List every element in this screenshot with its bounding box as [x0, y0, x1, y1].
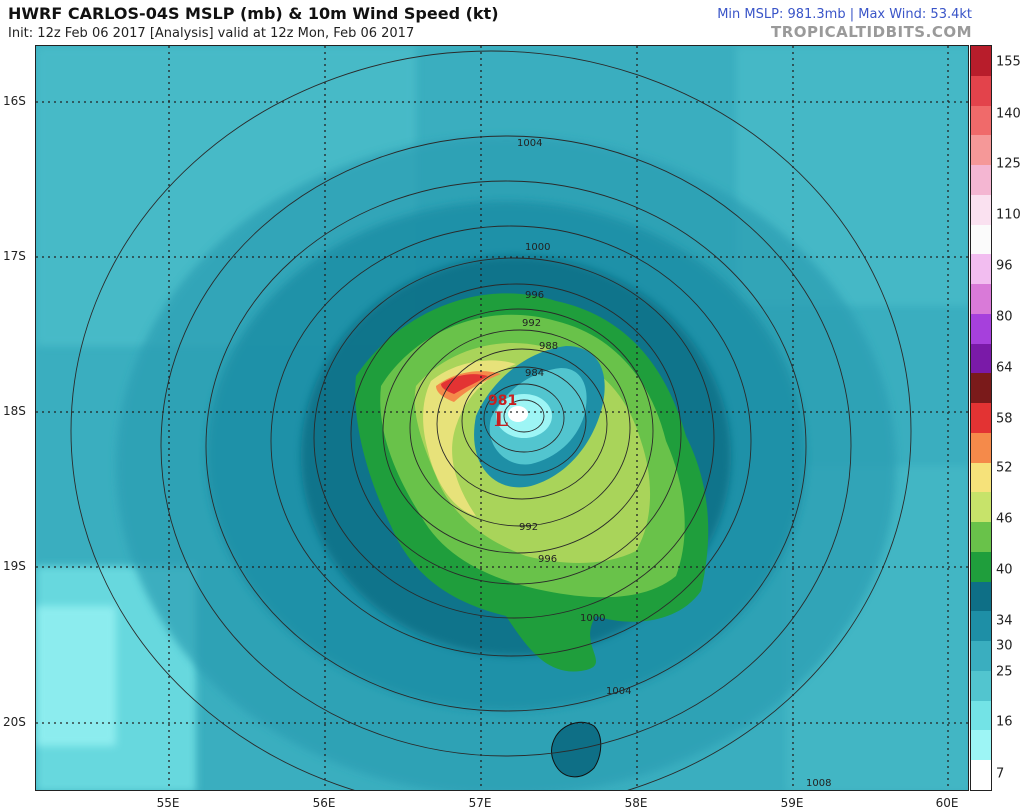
- init-valid-subtitle: Init: 12z Feb 06 2017 [Analysis] valid a…: [8, 26, 415, 41]
- wind-speed-scale-icon: [970, 45, 992, 791]
- lon-label: 56E: [312, 796, 336, 810]
- lon-label: 57E: [468, 796, 492, 810]
- colorbar-label: 30: [996, 638, 1013, 654]
- colorbar-label: 16: [996, 714, 1013, 730]
- colorbar-label: 110: [996, 207, 1021, 223]
- lat-label: 18S: [3, 404, 26, 418]
- lon-label: 55E: [156, 796, 180, 810]
- colorbar-label: 46: [996, 511, 1013, 527]
- colorbar-segment: [971, 432, 991, 464]
- colorbar-label: 155: [996, 54, 1021, 70]
- isobar-label: 1004: [606, 686, 632, 697]
- lat-label: 17S: [3, 249, 26, 263]
- colorbar-segment: [971, 284, 991, 315]
- colorbar-segment: [971, 105, 991, 136]
- colorbar-label: 140: [996, 106, 1021, 122]
- colorbar-segment: [971, 135, 991, 166]
- colorbar-segment: [971, 224, 991, 255]
- storm-stats: Min MSLP: 981.3mb | Max Wind: 53.4kt: [717, 7, 972, 22]
- gridlines: [36, 46, 968, 790]
- isobar-label: 988: [539, 341, 559, 352]
- lon-label: 58E: [624, 796, 648, 810]
- isobar-label: 1000: [525, 242, 551, 253]
- colorbar-segment: [971, 373, 991, 404]
- colorbar-label: 7: [996, 766, 1005, 782]
- brand-label: TROPICALTIDBITS.COM: [771, 23, 972, 41]
- colorbar-segment: [971, 75, 991, 106]
- colorbar-label: 80: [996, 309, 1013, 325]
- lat-label: 19S: [3, 559, 26, 573]
- forecast-map: 1004 1000 996 992 988 984 992 996 1000 1…: [35, 45, 969, 791]
- colorbar-segment: [971, 700, 991, 731]
- lon-label: 59E: [780, 796, 804, 810]
- colorbar-segment: [971, 551, 991, 583]
- wind-speed-field: [36, 46, 968, 790]
- colorbar-label: 25: [996, 664, 1013, 680]
- lat-label: 20S: [3, 715, 26, 729]
- colorbar-segment: [971, 492, 991, 523]
- colorbar-segment: [971, 165, 991, 196]
- colorbar-segment: [971, 581, 991, 612]
- colorbar-label: 40: [996, 562, 1013, 578]
- colorbar-segment: [971, 403, 991, 434]
- isobars: [70, 50, 912, 790]
- colorbar-segment: [971, 254, 991, 285]
- colorbar-segment: [971, 730, 991, 761]
- isobar-label: 992: [519, 522, 539, 533]
- colorbar-segment: [971, 194, 991, 226]
- low-pressure-value: 981: [488, 393, 518, 409]
- isobar-label: 992: [522, 318, 542, 329]
- colorbar-label: 64: [996, 360, 1013, 376]
- colorbar-segment: [971, 760, 991, 791]
- isobar-label: 1004: [517, 138, 543, 149]
- colorbar-segment: [971, 313, 991, 345]
- colorbar-segment: [971, 611, 991, 642]
- page-title: HWRF CARLOS-04S MSLP (mb) & 10m Wind Spe…: [8, 4, 499, 23]
- isobar-label: 984: [525, 368, 545, 379]
- colorbar-segment: [971, 670, 991, 702]
- colorbar-segment: [971, 462, 991, 493]
- colorbar-label: 96: [996, 258, 1013, 274]
- isobar-label: 1000: [580, 613, 606, 624]
- colorbar-segment: [971, 343, 991, 374]
- colorbar-label: 125: [996, 156, 1021, 172]
- colorbar-segment: [971, 641, 991, 672]
- colorbar-label: 52: [996, 460, 1013, 476]
- isobar-label: 996: [538, 554, 558, 565]
- colorbar-label: 58: [996, 411, 1013, 427]
- isobar-label: 996: [525, 290, 545, 301]
- colorbar-label: 34: [996, 613, 1013, 629]
- colorbar-segment: [971, 522, 991, 553]
- lon-label: 60E: [935, 796, 959, 810]
- low-center-symbol: L: [494, 407, 509, 431]
- lat-label: 16S: [3, 94, 26, 108]
- colorbar-segment: [971, 46, 991, 77]
- isobar-label: 1008: [806, 778, 832, 789]
